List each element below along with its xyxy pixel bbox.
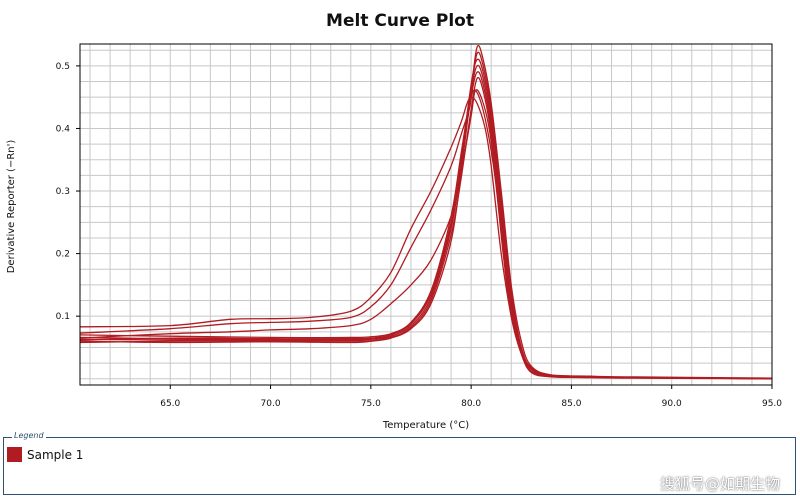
chart-title: Melt Curve Plot — [326, 11, 474, 31]
x-tick-label: 90.0 — [662, 399, 682, 409]
melt-curve-line — [79, 96, 773, 380]
x-tick-label: 70.0 — [261, 399, 281, 409]
x-tick-label: 75.0 — [361, 399, 381, 409]
legend-panel: Legend Sample 1 — [3, 431, 796, 495]
x-tick-label: 85.0 — [561, 399, 581, 409]
legend-item-label: Sample 1 — [27, 447, 84, 462]
y-tick-label: 0.1 — [56, 312, 70, 322]
legend-title: Legend — [12, 431, 46, 440]
y-axis-label: Derivative Reporter (−Rn') — [6, 140, 17, 274]
melt-curve-line — [79, 89, 773, 380]
x-tick-label: 95.0 — [762, 399, 782, 409]
y-tick-label: 0.3 — [56, 187, 70, 197]
data-series — [79, 44, 773, 380]
y-tick-label: 0.2 — [56, 250, 70, 260]
legend-item[interactable]: Sample 1 — [7, 447, 83, 462]
watermark: 搜狐号@如期生物 — [659, 475, 780, 493]
y-tick-label: 0.5 — [56, 62, 70, 72]
melt-curve-line — [79, 89, 773, 380]
x-tick-label: 80.0 — [461, 399, 481, 409]
melt-curve-line — [79, 51, 773, 380]
plot-frame — [79, 43, 773, 386]
x-axis-label: Temperature (°C) — [382, 420, 469, 431]
x-tick-label: 65.0 — [160, 399, 180, 409]
axes: 65.0 70.0 75.0 80.0 85.0 90.0 95.0 0.1 0.2 0.3 0.4… — [56, 62, 783, 409]
y-tick-label: 0.4 — [56, 124, 71, 134]
grid-lines — [80, 44, 773, 385]
legend-swatch — [7, 447, 22, 462]
melt-curve-line — [79, 44, 773, 380]
melt-curve-line — [79, 77, 773, 380]
